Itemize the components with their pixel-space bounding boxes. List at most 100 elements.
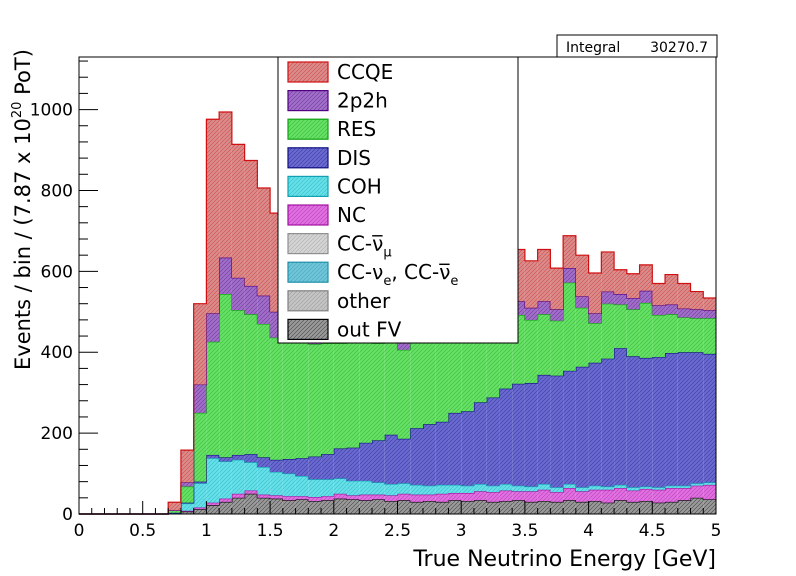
- bar-res: [296, 341, 309, 458]
- bar-ccqe: [614, 270, 627, 294]
- bar-out-fv: [691, 498, 704, 514]
- bar-res: [372, 343, 385, 440]
- bar-dis: [385, 435, 398, 484]
- bar-nc: [652, 490, 665, 503]
- bar-res: [219, 294, 232, 457]
- bar-dis: [691, 352, 704, 483]
- y-tick-label: 600: [41, 262, 73, 282]
- bar-coh: [194, 483, 207, 507]
- bar-dis: [359, 443, 372, 481]
- bar-dis: [461, 411, 474, 485]
- bar-res: [678, 317, 691, 352]
- bar-2p2h: [194, 385, 207, 413]
- bar-coh: [525, 486, 538, 491]
- bar-ccqe: [691, 292, 704, 310]
- legend-label: RES: [337, 117, 376, 141]
- bar-2p2h: [257, 296, 270, 324]
- y-tick-label: 200: [41, 424, 73, 444]
- y-tick-label: 0: [62, 505, 73, 525]
- bar-2p2h: [627, 298, 640, 309]
- bar-dis: [601, 359, 614, 487]
- legend-swatch: [288, 319, 328, 339]
- x-tick-label: 1: [201, 521, 212, 541]
- bar-ccqe: [589, 273, 602, 313]
- bar-dis: [232, 455, 245, 460]
- bar-out-fv: [423, 501, 436, 514]
- legend-label: out FV: [337, 317, 402, 341]
- bar-out-fv: [398, 500, 411, 514]
- bar-coh: [270, 472, 283, 495]
- bar-res: [423, 339, 436, 424]
- bar-out-fv: [665, 502, 678, 514]
- bar-nc: [232, 494, 245, 498]
- legend-label: 2p2h: [337, 89, 388, 113]
- bar-dis: [538, 375, 551, 484]
- x-tick-label: 5: [711, 521, 722, 541]
- bar-coh: [436, 485, 449, 494]
- bar-nc: [678, 488, 691, 500]
- legend-label: DIS: [337, 146, 371, 170]
- bar-nc: [589, 490, 602, 501]
- bar-res: [525, 320, 538, 383]
- bar-res: [308, 344, 321, 456]
- bar-res: [550, 321, 563, 376]
- bar-dis: [627, 356, 640, 487]
- bar-out-fv: [678, 500, 691, 514]
- bar-nc: [283, 496, 296, 500]
- bar-dis: [512, 384, 525, 486]
- legend-item: NC: [288, 203, 366, 227]
- bar-dis: [308, 457, 321, 480]
- x-tick-label: 0: [74, 521, 85, 541]
- bar-dis: [703, 354, 716, 483]
- x-axis-title: True Neutrino Energy [GeV]: [412, 547, 716, 572]
- bar-2p2h: [614, 294, 627, 305]
- bar-coh: [589, 486, 602, 490]
- legend-swatch: [288, 291, 328, 311]
- bar-nc: [334, 494, 347, 499]
- bar-out-fv: [525, 502, 538, 514]
- bar-out-fv: [487, 502, 500, 514]
- bar-res: [245, 314, 258, 454]
- bar-nc: [410, 495, 423, 502]
- legend-swatch: [288, 262, 328, 282]
- bar-dis: [474, 402, 487, 484]
- bar-dis: [321, 454, 334, 479]
- bar-ccqe: [550, 268, 563, 309]
- bar-coh: [206, 458, 219, 502]
- bar-res: [257, 324, 270, 457]
- bar-dis: [245, 454, 258, 462]
- bar-out-fv: [703, 499, 716, 514]
- bar-ccqe: [563, 236, 576, 268]
- bar-nc: [372, 495, 385, 500]
- bar-out-fv: [448, 500, 461, 514]
- y-tick-label: 400: [41, 343, 73, 363]
- bar-coh: [245, 462, 258, 490]
- legend-swatch: [288, 148, 328, 168]
- bar-nc: [347, 495, 360, 499]
- legend-swatch: [288, 176, 328, 196]
- bar-2p2h: [538, 301, 551, 314]
- bar-res: [334, 343, 347, 448]
- bar-nc: [512, 491, 525, 500]
- x-tick-label: 4: [583, 521, 594, 541]
- bar-nc: [538, 490, 551, 501]
- bar-res: [181, 486, 194, 502]
- legend-item: 2p2h: [288, 89, 388, 113]
- bar-out-fv: [640, 501, 653, 514]
- bar-ccqe: [257, 188, 270, 296]
- bar-res: [576, 308, 589, 367]
- bar-coh: [257, 467, 270, 495]
- bar-dis: [525, 383, 538, 487]
- bar-dis: [372, 440, 385, 482]
- bar-res: [206, 342, 219, 455]
- bar-res: [652, 315, 665, 357]
- bar-coh: [410, 485, 423, 495]
- legend-item: other: [288, 289, 391, 313]
- bar-coh: [308, 479, 321, 497]
- bar-coh: [359, 481, 372, 495]
- bar-2p2h: [181, 482, 194, 486]
- bar-out-fv: [563, 500, 576, 514]
- bar-out-fv: [194, 509, 207, 514]
